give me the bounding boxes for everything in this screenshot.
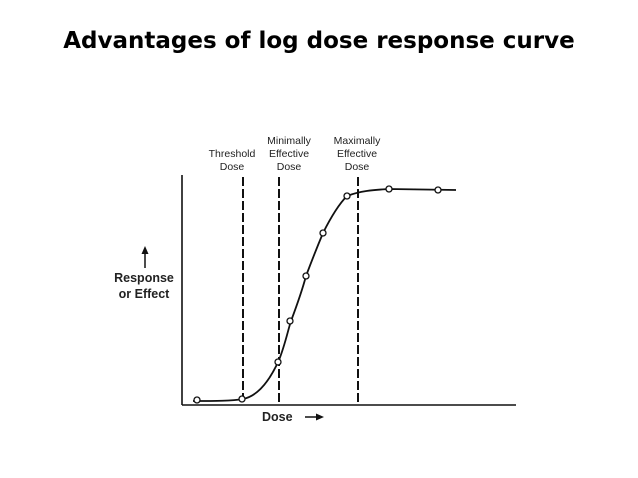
x-axis-label: Dose [262, 410, 293, 424]
curve-point [319, 229, 327, 237]
right-arrow-icon [305, 413, 324, 421]
dose-response-curve [192, 188, 457, 402]
curve-point [343, 192, 351, 200]
slide-title: Advantages of log dose response curve [63, 28, 575, 54]
curve-point [434, 186, 442, 194]
maximally-effective-dose-label-line: Maximally [334, 135, 381, 147]
threshold-dose-label: Threshold Dose [209, 148, 256, 173]
curve-point [385, 185, 393, 193]
minimally-effective-dose-label-line: Minimally [267, 135, 312, 147]
minimally-effective-dose-label: Minimally Effective Dose [267, 135, 312, 173]
maximally-effective-dose-label-line: Dose [345, 161, 370, 173]
threshold-dose-label-line: Dose [220, 161, 245, 173]
minimally-effective-dose-label-line: Dose [277, 161, 302, 173]
up-arrow-icon [141, 246, 149, 268]
y-axis-label-line: or Effect [119, 287, 171, 301]
maximally-effective-dose-label-line: Effective [337, 148, 377, 160]
minimally-effective-dose-label-line: Effective [269, 148, 309, 160]
curve-point [274, 358, 282, 366]
curve-point [238, 395, 246, 403]
curve-point [286, 317, 294, 325]
curve-point [302, 272, 310, 280]
curve-point [193, 396, 201, 404]
threshold-dose-label-line: Threshold [209, 148, 256, 160]
y-axis-label-line: Response [114, 271, 174, 285]
maximally-effective-dose-label: Maximally Effective Dose [334, 135, 381, 173]
